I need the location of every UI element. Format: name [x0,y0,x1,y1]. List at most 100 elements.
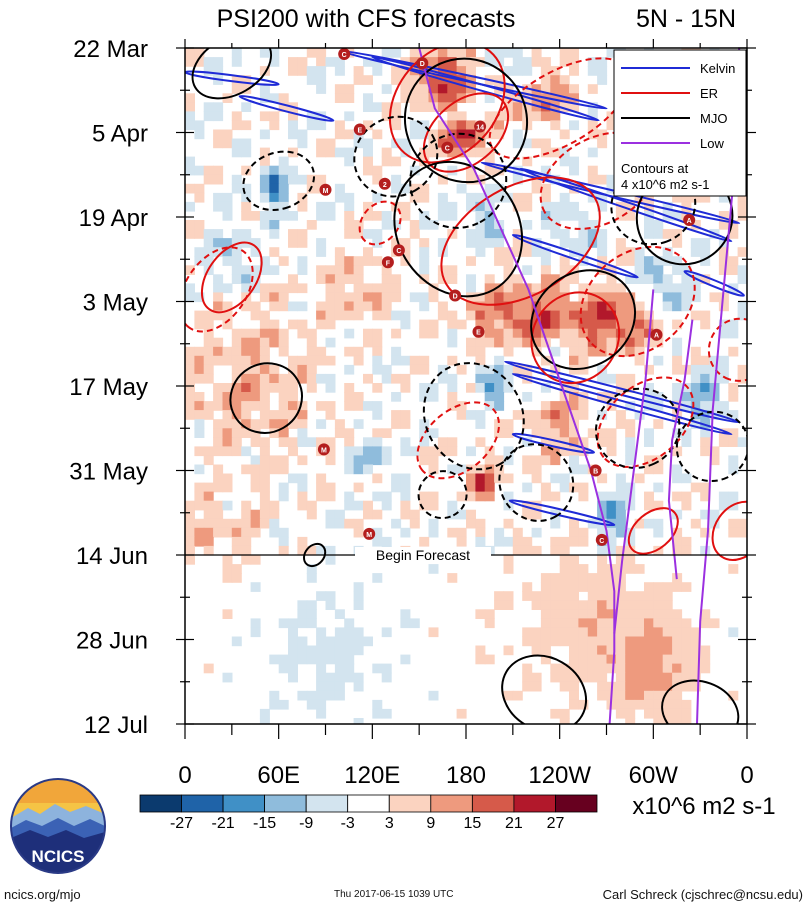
field-cell [578,527,589,538]
field-cell [625,310,636,321]
field-cell [447,102,458,112]
field-cell [503,301,514,312]
field-cell [606,591,617,601]
er-contour [416,401,500,480]
field-cell [334,663,345,674]
field-cell [269,165,280,176]
field-cell [250,437,261,447]
field-cell [540,66,551,76]
field-cell [578,337,589,348]
mjo-contour [417,470,468,520]
field-cell [540,627,551,638]
field-cell [578,609,589,619]
field-cell [363,120,373,131]
field-cell [559,93,570,103]
x-tick-label: 0 [740,762,753,789]
field-cell [278,464,289,475]
mjo-contour [191,48,273,100]
field-cell [241,383,252,393]
field-cell [540,84,551,94]
field-cell [625,337,636,348]
field-cell [512,111,523,122]
field-cell [531,681,542,692]
field-cell [550,545,561,556]
field-cell [578,247,589,257]
field-cell [306,654,317,665]
field-cell [288,401,298,411]
field-cell [503,446,514,457]
field-cell [353,419,364,429]
field-cell [644,663,654,674]
field-cell [569,238,579,248]
field-cell [419,355,430,366]
field-cell [456,48,467,58]
field-cell [559,84,570,94]
field-cell [578,600,589,610]
field-cell [484,229,495,239]
field-cell [540,383,551,393]
field-cell [709,509,720,520]
field-cell [409,120,420,131]
field-cell [550,437,561,447]
low-contour [418,48,616,724]
field-cell [700,663,711,674]
storm-marker: C [392,244,405,257]
field-cell [297,654,308,665]
field-cell [203,536,214,547]
field-cell [550,120,561,131]
field-cell [531,473,542,484]
field-cell [325,690,336,701]
field-cell [437,211,448,221]
y-tick-label: 28 Jun [76,628,148,655]
field-cell [334,66,345,76]
x-axis: 0 60E 120E 180 120W 60W 0 [178,39,754,789]
field-cell [372,301,383,312]
field-cell [728,437,739,447]
field-cell [419,364,430,375]
field-cell [644,518,654,529]
field-cell [344,147,355,158]
field-cell [334,129,345,140]
field-cell [213,337,224,348]
field-cell [316,545,327,556]
field-cell [597,690,608,701]
field-cell [231,337,242,348]
field-cell [325,455,336,466]
field-cell [222,346,233,357]
field-cell [634,310,645,321]
field-cell [400,437,411,447]
field-cell [475,292,486,303]
field-cell [456,491,467,502]
field-cell [494,419,505,429]
field-cell [344,328,355,339]
field-cell [363,373,373,384]
field-cell [531,527,542,538]
field-cell [728,564,739,574]
field-cell [653,600,664,610]
field-cell [194,319,205,330]
field-cell [662,699,673,710]
field-cell [625,455,636,466]
footer-url[interactable]: ncics.org/mjo [4,887,81,902]
field-cell [484,156,495,167]
field-cell [569,582,579,592]
field-cell [475,346,486,357]
field-cell [681,292,692,303]
field-cell [269,319,280,330]
field-cell [363,75,373,85]
field-cell [288,283,298,294]
field-cell [241,201,252,212]
field-cell [653,401,664,411]
field-cell [569,564,579,574]
field-cell [512,201,523,212]
field-cell [531,591,542,601]
field-cell [559,600,570,610]
field-cell [540,410,551,420]
field-cell [672,545,683,556]
field-cell [597,645,608,656]
field-cell [185,220,195,230]
field-cell [531,645,542,656]
field-cell [466,57,476,67]
field-cell [372,446,383,457]
field-cell [419,319,430,330]
